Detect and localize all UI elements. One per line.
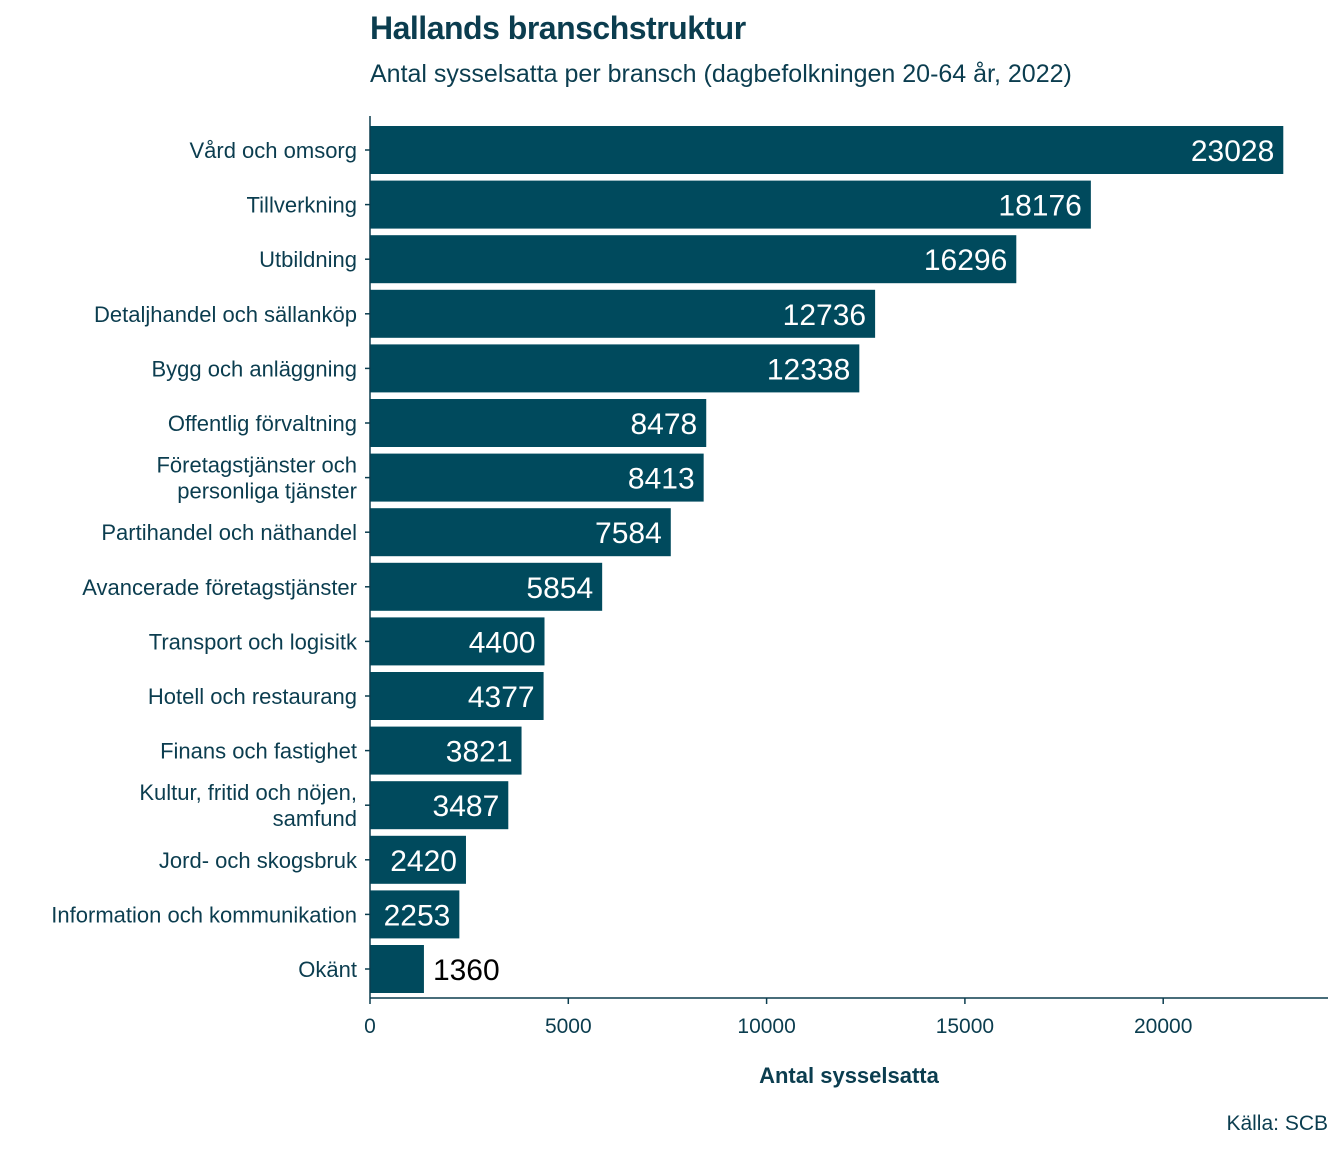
category-label-line: Vård och omsorg [189,138,357,163]
category-label: Kultur, fritid och nöjen, samfund [139,780,357,831]
category-label-line: Avancerade företagstjänster [82,575,357,600]
bar-value-label: 4377 [468,681,535,714]
bar-value-label: 23028 [1191,135,1274,168]
bar [370,781,509,830]
category-label-line: Tillverkning [247,193,357,218]
bar-value-label: 2420 [390,845,457,878]
x-axis-title: Antal sysselsatta [759,1063,940,1088]
category-label: Finans och fastighet [160,739,357,764]
axes-group: 0 5000 10000 15000 20000 [364,116,1328,1038]
bar [370,180,1091,229]
bar-value-label: 8478 [630,408,697,441]
bar [370,508,671,557]
bar [370,726,522,775]
bar [370,945,424,993]
category-label: Utbildning [259,247,357,272]
category-label-line: samfund [273,806,357,831]
x-tick-label: 10000 [737,1015,795,1038]
source-caption: Källa: SCB [1226,1112,1328,1135]
bar [370,672,544,720]
category-label: Detaljhandel och sällanköp [94,302,357,327]
bar-value-label: 7584 [595,517,662,550]
bar-value-label: 18176 [998,190,1081,223]
chart-title: Hallands branschstruktur [370,10,746,46]
category-label: Transport och logisitk [149,629,358,654]
bar-value-label: 3821 [446,736,513,769]
category-label-line: personliga tjänster [177,479,357,504]
bar-value-label: 12338 [767,353,850,386]
category-label: Offentlig förvaltning [168,411,357,436]
bar [370,453,704,502]
category-label-line: Jord- och skogsbruk [159,848,358,873]
x-tick-label: 0 [364,1015,376,1038]
bar [370,617,545,666]
category-label-line: Okänt [298,957,357,982]
category-label-line: Kultur, fritid och nöjen, [139,780,357,805]
x-tick-label: 20000 [1134,1015,1192,1038]
bar [370,344,860,393]
bar [370,399,707,447]
value-labels-group: 23028 18176 16296 12736 12338 8478 8413 7584585… [384,135,1275,987]
category-label-line: Offentlig förvaltning [168,411,357,436]
x-tick-label: 15000 [936,1015,994,1038]
category-label-line: Hotell och restaurang [148,684,357,709]
bar-value-label: 12736 [783,299,866,332]
category-label: Vård och omsorg [189,138,357,163]
bar-value-label: 4400 [469,626,536,659]
category-label: Företagstjänster och personliga tjänster [156,453,357,504]
category-label-line: Information och kommunikation [51,902,357,927]
category-label-line: Detaljhandel och sällanköp [94,302,357,327]
bar-value-label: 2253 [384,899,451,932]
category-label: Information och kommunikation [51,902,357,927]
category-label: Bygg och anläggning [152,356,358,381]
bar [370,890,460,939]
category-label-line: Bygg och anläggning [152,356,358,381]
bar [370,835,466,884]
bar [370,562,603,611]
bar-value-label: 5854 [526,572,593,605]
bar [370,289,876,338]
category-label: Okänt [298,957,357,982]
category-label: Tillverkning [247,193,357,218]
category-label: Hotell och restaurang [148,684,357,709]
category-label: Avancerade företagstjänster [82,575,357,600]
bar [370,235,1017,284]
bars-group [370,126,1284,993]
bar-value-label: 8413 [628,463,695,496]
category-label-line: Utbildning [259,247,357,272]
category-label: Jord- och skogsbruk [159,848,358,873]
category-label-line: Företagstjänster och [156,453,357,478]
category-label-line: Transport och logisitk [149,629,358,654]
bar-value-label: 1360 [433,954,500,987]
bar-value-label: 3487 [433,790,500,823]
bar-value-label: 16296 [924,244,1007,277]
x-tick-label: 5000 [545,1015,592,1038]
category-labels-group: Vård och omsorg Tillverkning Utbildning Det… [51,138,358,982]
bar [370,126,1284,174]
category-label-line: Partihandel och näthandel [101,520,357,545]
category-label: Partihandel och näthandel [101,520,357,545]
chart-subtitle: Antal sysselsatta per bransch (dagbefolk… [370,60,1072,88]
category-label-line: Finans och fastighet [160,739,357,764]
